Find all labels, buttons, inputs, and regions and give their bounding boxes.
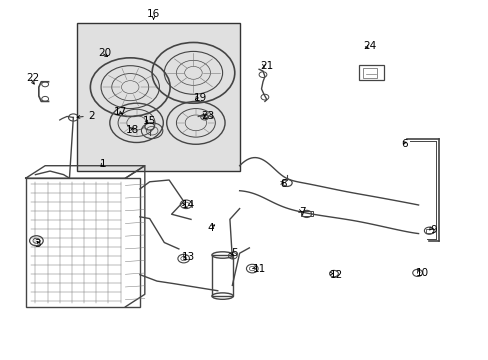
Bar: [362, 68, 376, 78]
Bar: [77, 23, 239, 171]
Bar: [425, 229, 432, 233]
Text: 20: 20: [98, 48, 111, 58]
Text: 2: 2: [88, 111, 95, 121]
Text: 7: 7: [299, 207, 305, 217]
Text: 15: 15: [143, 116, 156, 126]
Bar: [26, 178, 140, 307]
Text: 12: 12: [329, 270, 343, 280]
Text: 13: 13: [182, 252, 195, 262]
Text: 19: 19: [194, 93, 207, 103]
Text: 14: 14: [182, 200, 195, 210]
Text: 23: 23: [201, 111, 214, 121]
Text: 10: 10: [415, 268, 427, 278]
Text: 4: 4: [207, 223, 213, 233]
Text: 24: 24: [363, 41, 376, 51]
Text: 5: 5: [231, 248, 238, 258]
Text: 6: 6: [401, 139, 407, 149]
Text: 1: 1: [100, 159, 106, 169]
Text: 11: 11: [252, 264, 265, 274]
Text: 3: 3: [35, 239, 41, 249]
Text: 17: 17: [114, 107, 127, 117]
Bar: [211, 255, 233, 296]
Text: 8: 8: [280, 179, 286, 189]
Text: 22: 22: [26, 73, 40, 83]
Text: 16: 16: [147, 9, 160, 19]
Text: 18: 18: [126, 125, 139, 135]
Text: 9: 9: [430, 225, 437, 235]
Text: 21: 21: [260, 61, 273, 71]
Bar: [300, 211, 312, 216]
Bar: [358, 65, 383, 80]
